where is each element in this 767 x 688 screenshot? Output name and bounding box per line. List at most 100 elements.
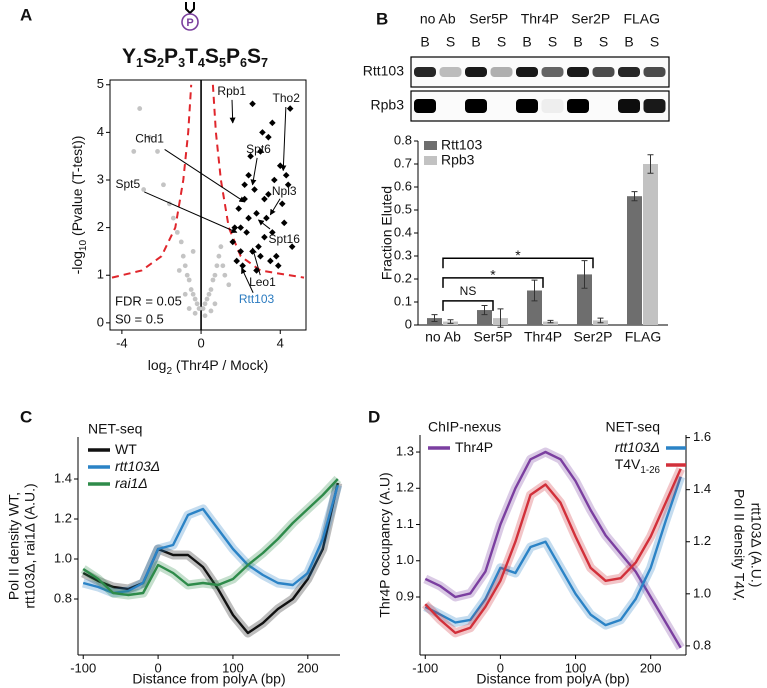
- legend-name: rtt103Δ: [115, 458, 160, 474]
- point: [284, 181, 292, 189]
- series-line: [82, 482, 339, 635]
- blot-group-label: FLAG: [623, 11, 660, 27]
- residue: S: [143, 45, 157, 68]
- blot-row-label: Rpb3: [371, 97, 405, 113]
- point: [247, 152, 254, 160]
- residue: T: [185, 45, 198, 68]
- legend-label: Rpb3: [441, 152, 475, 168]
- y2-tick-label: 1.2: [693, 533, 711, 548]
- residue: S: [247, 45, 261, 68]
- blot-band: [414, 99, 436, 113]
- error-bar: [547, 319, 554, 324]
- annotation-arrow: [144, 191, 238, 234]
- x-axis-label-part: log: [148, 357, 167, 373]
- error-bar: [431, 314, 438, 323]
- point: [216, 253, 222, 259]
- legend-label: Thr4P: [455, 439, 493, 455]
- point: [265, 190, 272, 198]
- annotation: Npl3: [272, 184, 297, 198]
- error-bar: [531, 279, 538, 302]
- y2-tick-label: 1.4: [693, 481, 711, 496]
- x-tick-label: 100: [565, 660, 587, 675]
- y-tick-label: 1.2: [396, 480, 414, 495]
- point: [269, 119, 276, 127]
- point: [253, 267, 260, 274]
- point: [237, 224, 244, 231]
- residue-index: 5: [219, 56, 226, 70]
- point: [178, 239, 184, 245]
- point: [208, 287, 214, 292]
- point: [208, 308, 214, 314]
- y-tick-label: 1.0: [54, 550, 72, 565]
- point: [245, 214, 252, 222]
- x-tick-label: 4: [277, 335, 284, 350]
- panel-letter: C: [20, 407, 32, 426]
- significance-bracket: [442, 277, 544, 288]
- significance-label: *: [490, 267, 496, 283]
- legend-swatch: [424, 141, 437, 150]
- annotation-arrow: [280, 107, 287, 172]
- residue-index: 3: [178, 56, 185, 70]
- blot-lane-label: B: [420, 34, 429, 50]
- blot-lane-label: B: [522, 34, 531, 50]
- annotation: Tho2: [273, 91, 301, 105]
- blot-strip: [410, 90, 670, 122]
- blot-band: [541, 99, 564, 113]
- y-tick-label: 0.2: [394, 270, 412, 285]
- y-tick-label: 0.8: [54, 590, 72, 605]
- bar: [627, 196, 642, 325]
- note: S0 = 0.5: [115, 311, 164, 326]
- significance-label: *: [515, 247, 521, 263]
- panel-letter: B: [376, 9, 388, 28]
- x-tick-label: 200: [640, 660, 662, 675]
- x-tick-label: Ser5P: [474, 329, 513, 345]
- legend-label: rai1Δ: [115, 475, 148, 491]
- x-tick-label: no Ab: [425, 329, 461, 345]
- point: [190, 291, 196, 297]
- annotation-arrow: [164, 148, 246, 203]
- x-axis-label: log2 (Thr4P / Mock): [148, 357, 269, 377]
- point: [180, 253, 186, 259]
- point: [182, 291, 188, 297]
- point: [194, 301, 200, 307]
- blot-group-label: Ser2P: [571, 11, 610, 27]
- y-tick-label: 0.6: [394, 178, 412, 193]
- x-axis-label: Distance from polyA (bp): [132, 671, 285, 687]
- legend-title: NET-seq: [88, 421, 142, 437]
- blot-lane-label: B: [573, 34, 582, 50]
- residue-index: 4: [198, 56, 205, 70]
- annotation: Leo1: [249, 275, 276, 289]
- blot-lane-label: S: [650, 34, 659, 50]
- x-axis-label-part: 2: [166, 366, 172, 377]
- point: [155, 149, 160, 154]
- note: FDR = 0.05: [115, 293, 182, 308]
- point: [282, 171, 290, 179]
- point: [249, 100, 256, 108]
- point: [263, 214, 270, 222]
- point: [131, 149, 137, 154]
- legend-name: T4V: [615, 456, 641, 472]
- antibody-icon: [181, 2, 199, 31]
- x-tick-label: -100: [412, 660, 438, 675]
- blot-band: [592, 67, 615, 77]
- blot-band: [439, 67, 462, 77]
- point: [218, 244, 224, 250]
- point: [235, 205, 242, 212]
- epitope-label: P: [186, 17, 193, 29]
- legend-name-sub: 1-26: [640, 465, 660, 476]
- legend-label: Rtt103: [441, 137, 482, 153]
- point: [271, 176, 278, 184]
- error-bar: [481, 304, 488, 316]
- point: [192, 310, 198, 316]
- x-tick-label: 0: [197, 335, 204, 350]
- x-tick-label: 100: [222, 660, 244, 675]
- point: [257, 252, 264, 260]
- series-line: [82, 484, 339, 595]
- annotation: Spt6: [246, 142, 271, 156]
- legend-swatch: [424, 156, 437, 165]
- point: [202, 301, 208, 307]
- error-bar: [581, 260, 588, 289]
- x-axis-label-part: (Thr4P / Mock): [172, 357, 268, 373]
- y-axis-label: -log10 (Pvalue (T-test)): [69, 136, 89, 275]
- annotation-arrow: [257, 219, 271, 230]
